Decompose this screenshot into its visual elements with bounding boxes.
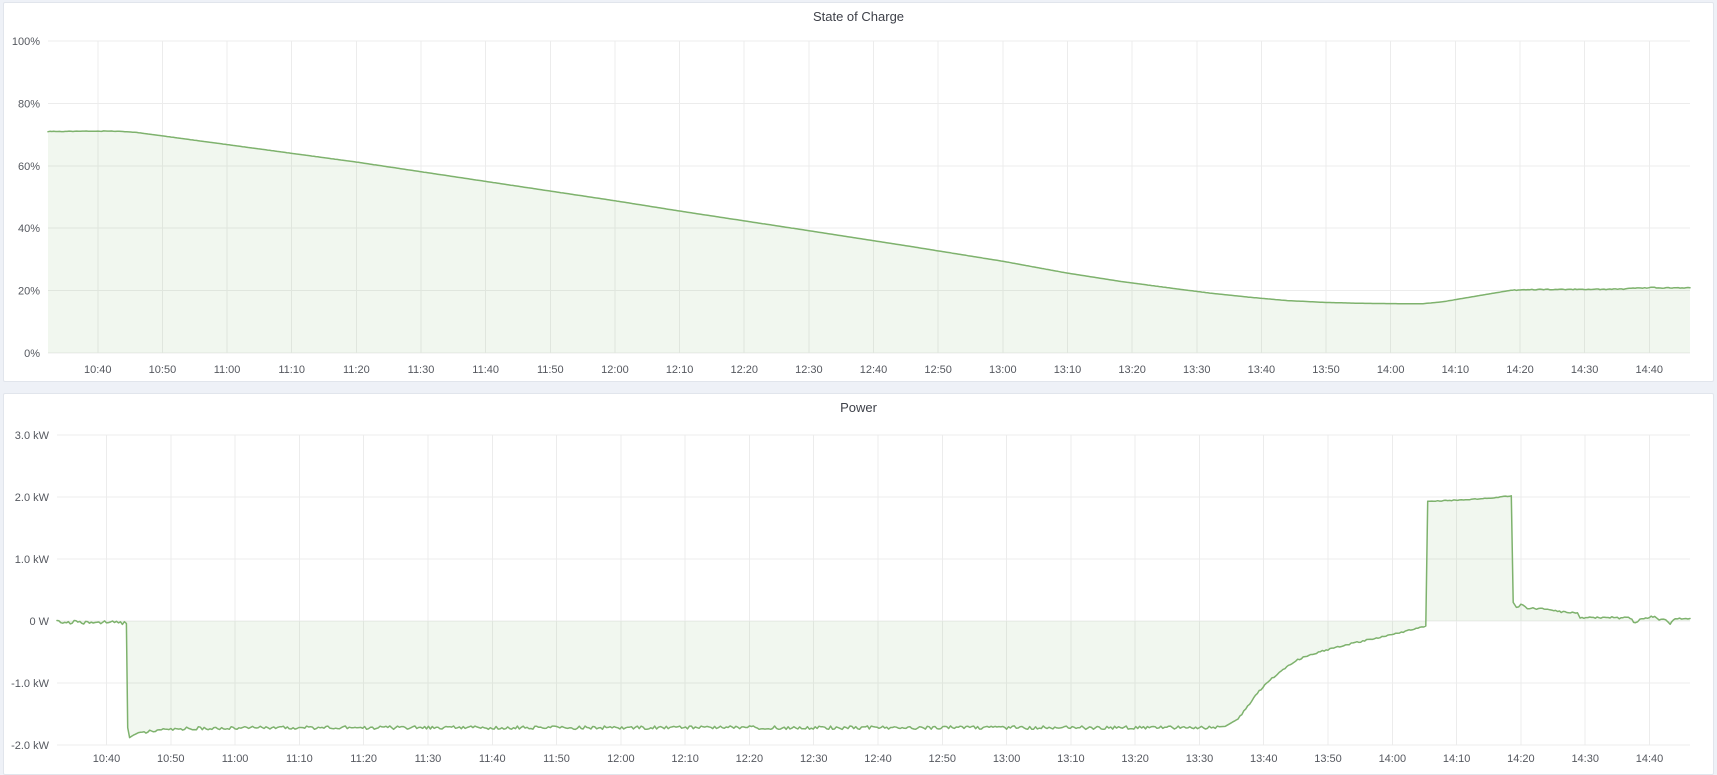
- x-tick-label: 11:00: [222, 753, 249, 765]
- x-tick-label: 13:50: [1312, 364, 1340, 376]
- x-tick-label: 11:20: [343, 364, 370, 376]
- x-tick-label: 13:20: [1121, 753, 1149, 765]
- y-tick-label: 80%: [18, 98, 40, 110]
- state-of-charge-chart[interactable]: 10:40 10:50 11:00 11:10 11:20 11:30 11:40 11:50…: [4, 3, 1713, 381]
- x-tick-label: 12:30: [800, 753, 828, 765]
- x-tick-label: 12:20: [736, 753, 764, 765]
- panel-power: Power 10:40 10:50 11:00 11:10 11:20 11:30 11:4…: [3, 393, 1714, 775]
- y-tick-label: 3.0 kW: [15, 430, 50, 442]
- x-tick-label: 12:50: [924, 364, 952, 376]
- panel-state-of-charge: State of Charge 10:40 10:50 11:00 11:10 11:2…: [3, 2, 1714, 382]
- series-line: [56, 495, 1691, 739]
- x-tick-label: 13:10: [1057, 753, 1085, 765]
- x-tick-label: 11:50: [537, 364, 564, 376]
- x-tick-label: 12:10: [666, 364, 694, 376]
- x-tick-label: 12:00: [607, 753, 635, 765]
- x-tick-label: 11:50: [543, 753, 570, 765]
- series-line: [47, 130, 1691, 305]
- x-tick-label: 14:20: [1507, 753, 1535, 765]
- y-tick-label: 0 W: [29, 616, 49, 628]
- y-tick-label: 100%: [12, 36, 40, 48]
- x-tick-label: 13:00: [989, 364, 1017, 376]
- x-tick-label: 14:40: [1636, 753, 1664, 765]
- x-tick-label: 13:30: [1186, 753, 1214, 765]
- x-tick-label: 14:30: [1571, 753, 1599, 765]
- x-tick-label: 13:40: [1250, 753, 1278, 765]
- y-tick-label: 2.0 kW: [15, 492, 50, 504]
- x-tick-label: 11:10: [278, 364, 305, 376]
- x-tick-label: 10:40: [93, 753, 121, 765]
- x-tick-label: 12:40: [860, 364, 888, 376]
- y-tick-label: 40%: [18, 223, 40, 235]
- y-tick-label: -2.0 kW: [11, 740, 50, 752]
- x-tick-label: 10:50: [149, 364, 177, 376]
- x-tick-label: 14:40: [1636, 364, 1664, 376]
- series-fill: [48, 130, 1690, 353]
- x-tick-label: 12:20: [730, 364, 758, 376]
- x-tick-label: 13:10: [1054, 364, 1082, 376]
- x-tick-label: 11:30: [408, 364, 435, 376]
- x-tick-label: 11:40: [479, 753, 506, 765]
- x-tick-label: 12:40: [864, 753, 892, 765]
- x-tick-label: 11:30: [415, 753, 442, 765]
- x-tick-label: 14:00: [1379, 753, 1407, 765]
- x-tick-label: 14:20: [1506, 364, 1534, 376]
- y-tick-label: 60%: [18, 161, 40, 173]
- panel-title-power[interactable]: Power: [840, 400, 877, 415]
- x-tick-label: 12:00: [601, 364, 629, 376]
- x-tick-label: 11:40: [472, 364, 499, 376]
- y-tick-label: 20%: [18, 286, 40, 298]
- x-tick-label: 13:00: [993, 753, 1021, 765]
- x-tick-label: 13:30: [1183, 364, 1211, 376]
- x-tick-label: 11:00: [214, 364, 241, 376]
- x-tick-label: 14:10: [1442, 364, 1470, 376]
- x-tick-label: 12:30: [795, 364, 823, 376]
- x-tick-label: 13:20: [1118, 364, 1146, 376]
- x-tick-label: 12:10: [671, 753, 699, 765]
- y-tick-label: 0%: [24, 348, 40, 360]
- x-tick-label: 11:20: [350, 753, 377, 765]
- x-tick-label: 10:50: [157, 753, 185, 765]
- x-tick-label: 11:10: [286, 753, 313, 765]
- x-tick-label: 14:10: [1443, 753, 1471, 765]
- series-fill: [57, 495, 1690, 738]
- x-tick-label: 14:00: [1377, 364, 1405, 376]
- x-tick-label: 13:40: [1248, 364, 1276, 376]
- panel-title-state-of-charge[interactable]: State of Charge: [812, 9, 905, 24]
- power-chart[interactable]: 10:40 10:50 11:00 11:10 11:20 11:30 11:40 11:50…: [4, 394, 1713, 774]
- x-tick-label: 12:50: [929, 753, 957, 765]
- x-tick-label: 13:50: [1314, 753, 1342, 765]
- x-tick-label: 14:30: [1571, 364, 1599, 376]
- y-tick-label: -1.0 kW: [11, 678, 50, 690]
- y-tick-label: 1.0 kW: [15, 554, 50, 566]
- x-tick-label: 10:40: [84, 364, 112, 376]
